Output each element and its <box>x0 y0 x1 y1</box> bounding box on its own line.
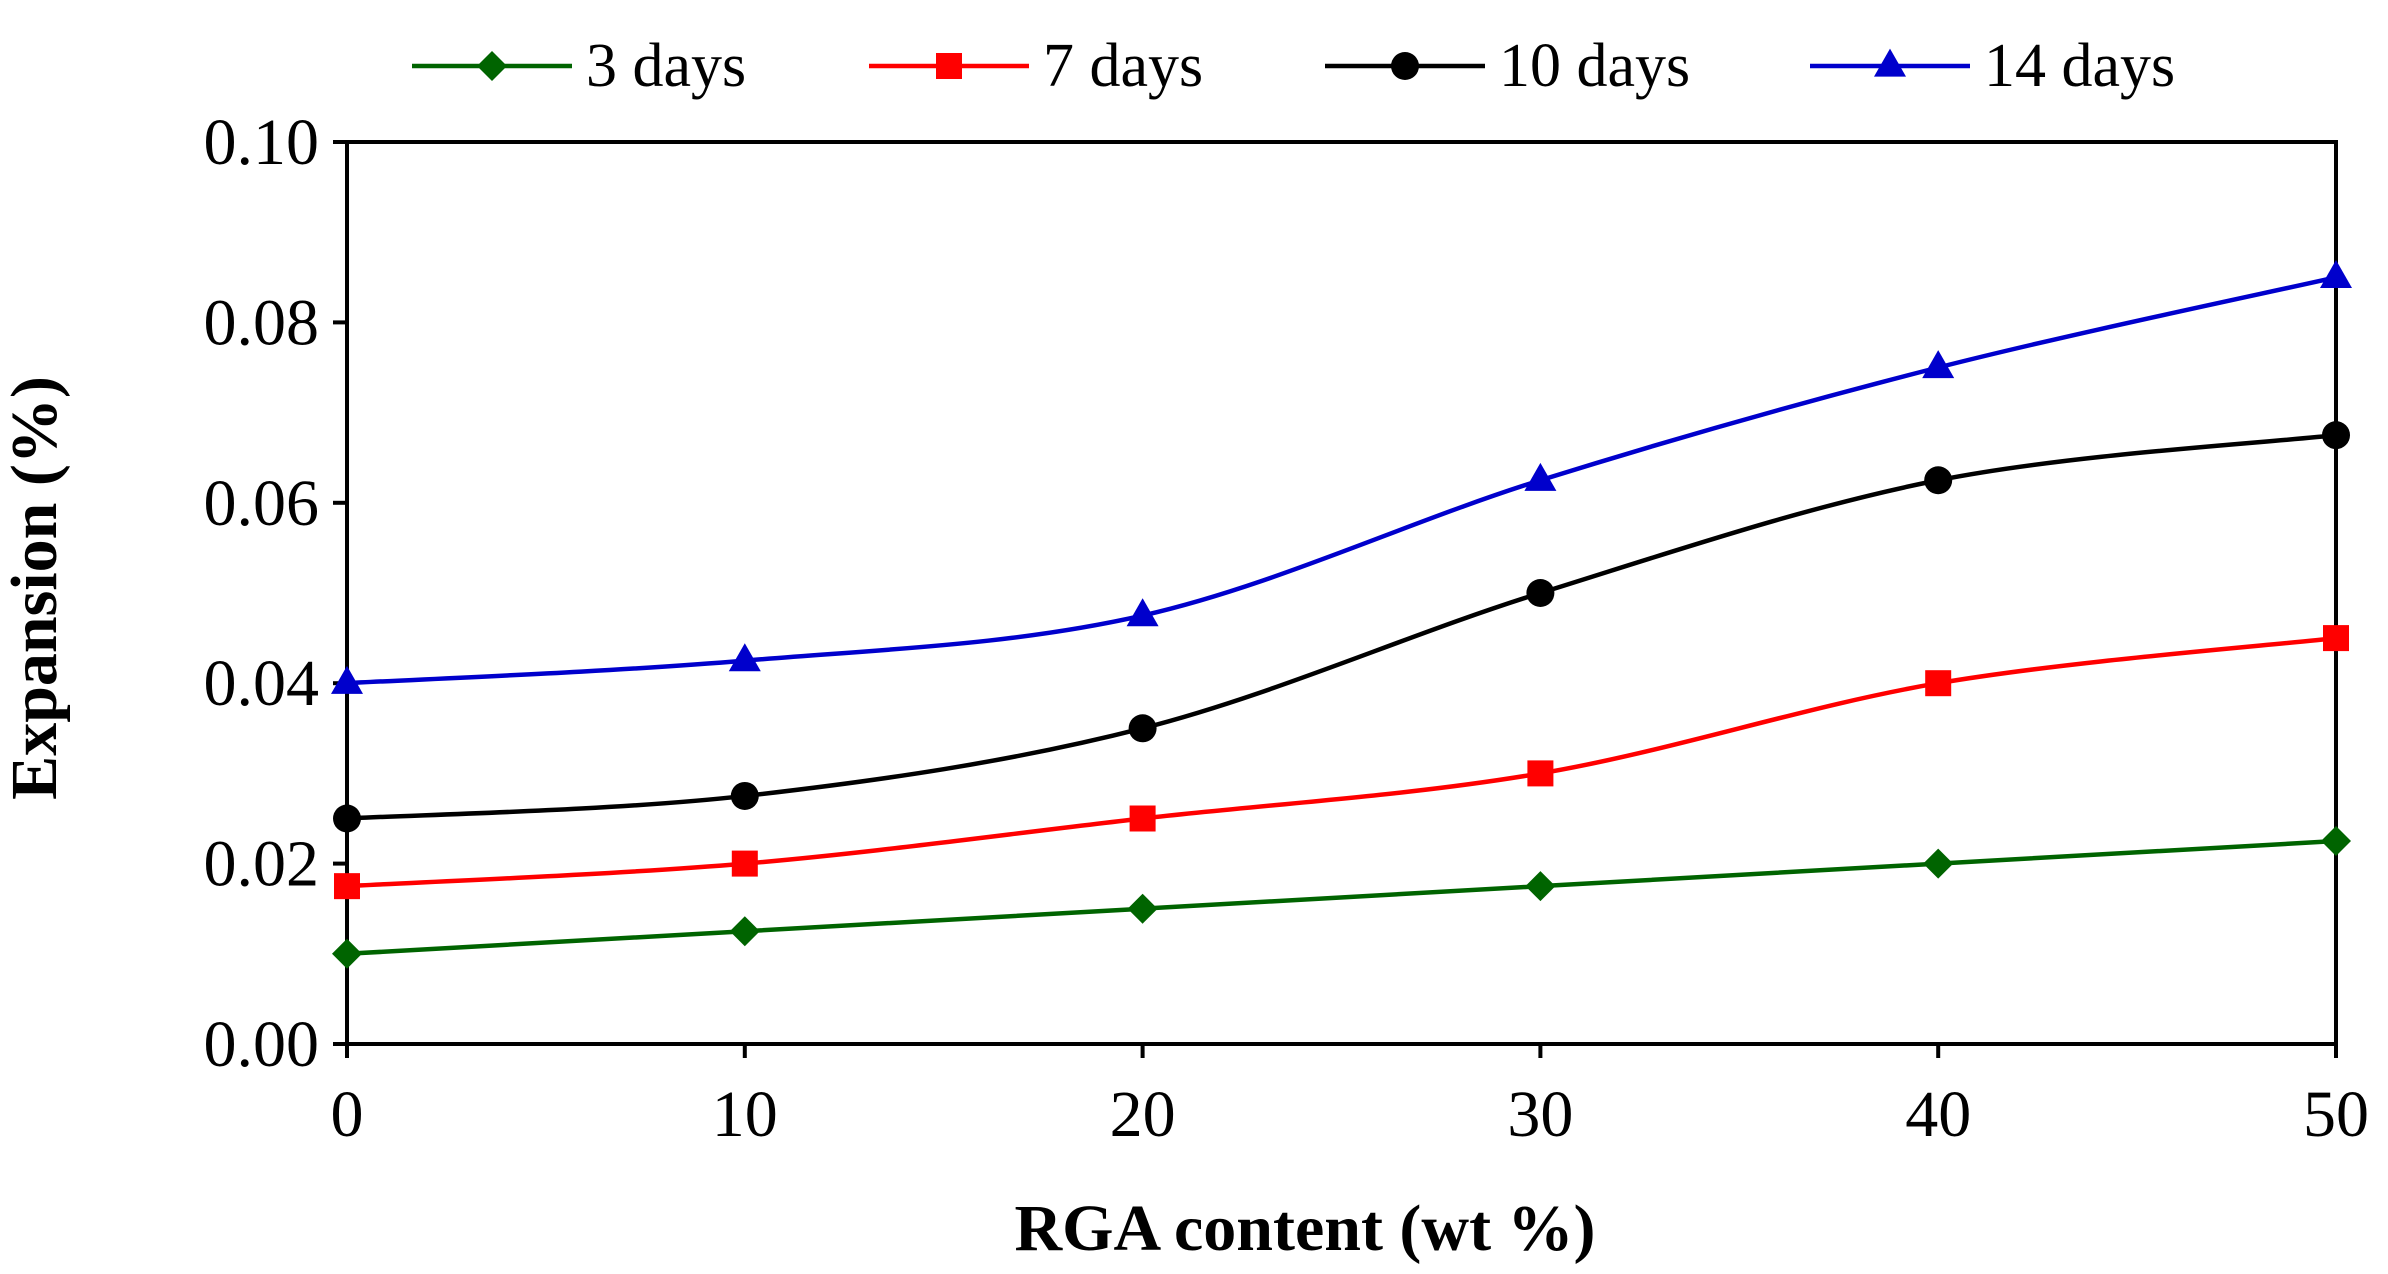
series-line-7-days <box>346 635 2337 889</box>
legend: 3 days 7 days 10 days 14 days <box>412 32 2175 100</box>
data-point-3-days <box>332 938 362 969</box>
legend-item-14-days: 14 days <box>1810 32 2175 100</box>
legend-label-10-days: 10 days <box>1499 32 1690 100</box>
legend-label-7-days: 7 days <box>1043 32 1203 100</box>
data-point-7-days <box>334 873 360 900</box>
data-point-14-days <box>1524 462 1557 491</box>
series-14-days <box>331 259 2352 694</box>
legend-marker-14-days <box>1874 48 1906 77</box>
data-point-14-days <box>331 665 363 694</box>
data-point-10-days <box>1526 579 1555 607</box>
y-tick-label: 0.06 <box>204 467 320 540</box>
legend-label-3-days: 3 days <box>586 32 746 100</box>
x-tick-label: 40 <box>1905 1078 1971 1151</box>
y-axis-title: Expansion (%) <box>0 376 71 800</box>
x-tick-label: 20 <box>1110 1078 1176 1151</box>
series-7-days <box>334 625 2349 900</box>
data-point-10-days <box>730 781 759 810</box>
data-point-14-days <box>728 643 761 672</box>
x-axis: 0 10 20 30 40 50 <box>331 1044 2369 1151</box>
data-point-14-days <box>2320 259 2352 288</box>
x-tick-label: 30 <box>1507 1078 1573 1151</box>
x-tick-label: 10 <box>712 1078 778 1151</box>
y-tick-label: 0.04 <box>204 647 320 720</box>
plot-frame <box>345 140 2338 1046</box>
data-point-7-days <box>1925 670 1952 697</box>
data-point-3-days <box>2321 826 2351 857</box>
legend-item-7-days: 7 days <box>869 32 1203 100</box>
legend-item-3-days: 3 days <box>412 32 746 100</box>
data-point-10-days <box>1128 714 1157 743</box>
x-tick-label: 0 <box>331 1078 364 1151</box>
data-point-10-days <box>1924 466 1953 495</box>
x-tick-label: 50 <box>2303 1078 2369 1151</box>
data-point-10-days <box>333 804 361 833</box>
data-point-7-days <box>2323 625 2349 652</box>
legend-item-10-days: 10 days <box>1325 32 1690 100</box>
legend-label-14-days: 14 days <box>1984 32 2175 100</box>
series-10-days <box>333 421 2350 833</box>
x-axis-title: RGA content (wt %) <box>1014 1192 1595 1265</box>
series-3-days <box>332 826 2351 969</box>
y-tick-label: 0.02 <box>204 828 320 901</box>
series-layer <box>331 259 2352 969</box>
data-point-14-days <box>1126 598 1159 627</box>
y-tick-label: 0.00 <box>204 1008 320 1081</box>
series-line-14-days <box>346 275 2337 686</box>
data-point-3-days <box>729 916 760 947</box>
data-point-3-days <box>1525 871 1556 902</box>
y-tick-label: 0.10 <box>204 106 320 179</box>
y-tick-label: 0.08 <box>204 286 320 359</box>
data-point-7-days <box>1527 760 1554 787</box>
data-point-7-days <box>731 850 758 877</box>
data-point-10-days <box>2322 421 2350 450</box>
legend-marker-7-days <box>936 53 962 79</box>
legend-marker-10-days <box>1391 52 1419 80</box>
data-point-7-days <box>1129 805 1156 832</box>
data-point-14-days <box>1922 350 1955 379</box>
data-point-3-days <box>1923 848 1954 879</box>
series-line-10-days <box>346 432 2337 821</box>
data-point-3-days <box>1127 893 1158 924</box>
series-line-3-days <box>346 838 2337 957</box>
legend-marker-3-days <box>477 51 507 81</box>
plot-area <box>345 140 2338 1046</box>
y-axis: 0.00 0.02 0.04 0.06 0.08 0.10 <box>204 106 347 1081</box>
